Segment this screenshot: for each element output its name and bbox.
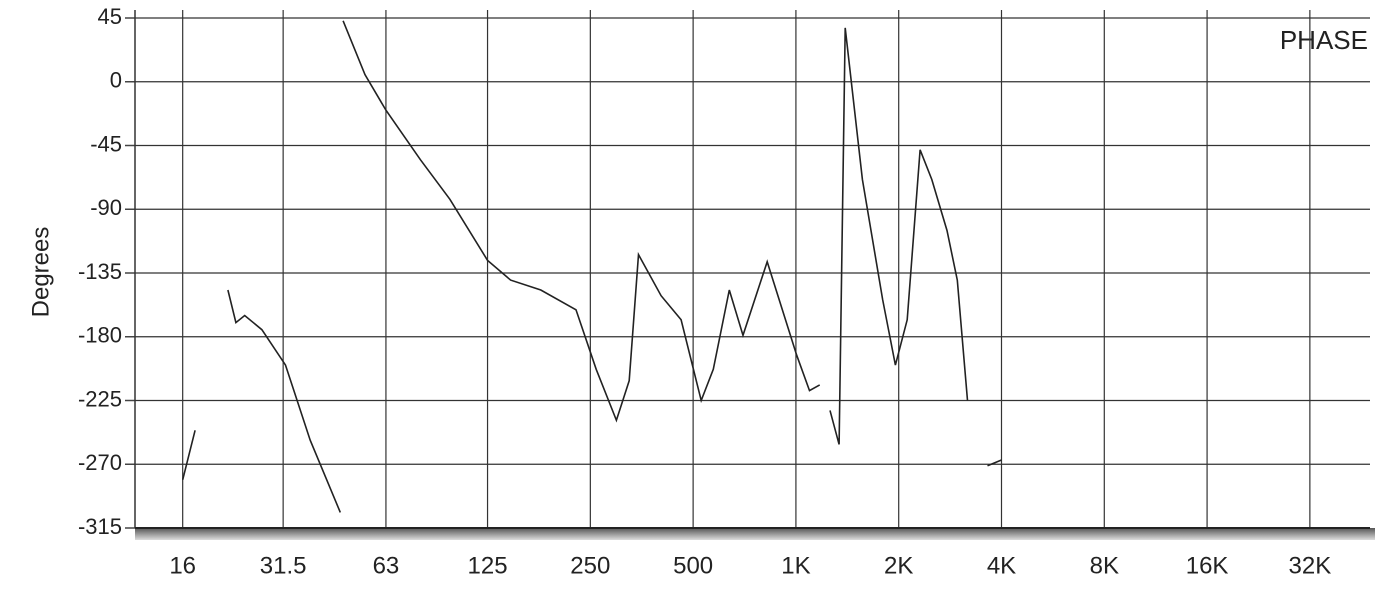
- x-tick-label: 16: [169, 552, 196, 579]
- annotation: PHASE: [1280, 25, 1368, 55]
- x-tick-label: 63: [373, 552, 400, 579]
- y-tick-label: 0: [110, 68, 122, 93]
- y-tick-label: -180: [78, 323, 122, 348]
- y-tick-label: 45: [98, 4, 122, 29]
- x-tick-label: 8K: [1090, 552, 1119, 579]
- x-tick-label: 2K: [884, 552, 913, 579]
- x-tick-label: 500: [673, 552, 713, 579]
- x-tick-label: 1K: [781, 552, 810, 579]
- y-axis-label: Degrees: [27, 227, 54, 318]
- x-tick-label: 125: [468, 552, 508, 579]
- y-tick-label: -315: [78, 514, 122, 539]
- x-tick-label: 32K: [1289, 552, 1332, 579]
- y-tick-label: -225: [78, 386, 122, 411]
- x-tick-label: 16K: [1186, 552, 1229, 579]
- x-tick-label: 250: [570, 552, 610, 579]
- y-tick-label: -45: [90, 131, 122, 156]
- x-tick-label: 31.5: [260, 552, 307, 579]
- x-tick-label: 4K: [987, 552, 1016, 579]
- y-tick-label: -135: [78, 259, 122, 284]
- frame-shadow: [135, 528, 1375, 540]
- y-tick-label: -90: [90, 195, 122, 220]
- y-tick-label: -270: [78, 450, 122, 475]
- phase-line: [181, 20, 1002, 513]
